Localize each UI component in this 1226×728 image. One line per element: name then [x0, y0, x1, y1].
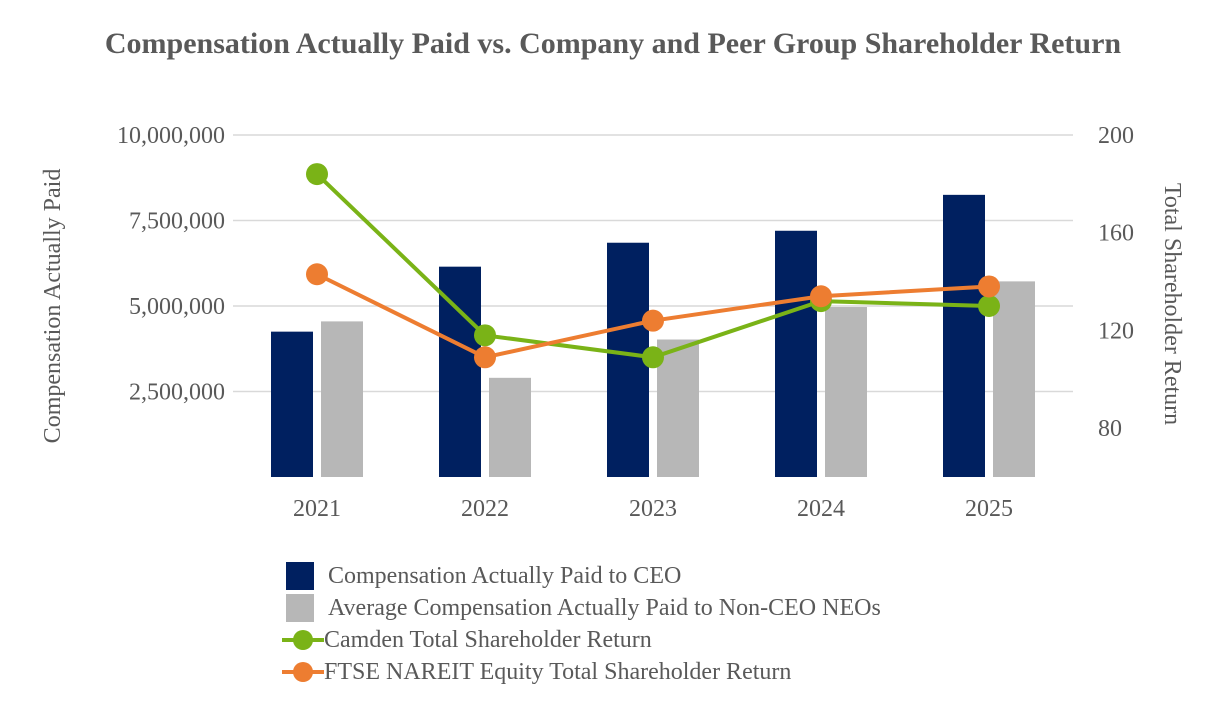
y-tick-label: 10,000,000: [117, 123, 225, 149]
legend-label-ftse: FTSE NAREIT Equity Total Shareholder Ret…: [324, 658, 792, 685]
bar-ceo: [607, 242, 649, 477]
bar-ceo: [943, 194, 985, 477]
point-camden: [978, 295, 1000, 317]
legend-swatch-neo: [286, 594, 314, 622]
point-ftse: [306, 263, 328, 286]
y2-tick-label: 80: [1098, 416, 1122, 442]
legend-label-neo: Average Compensation Actually Paid to No…: [328, 594, 881, 621]
point-ftse: [642, 309, 664, 332]
legend-label-camden: Camden Total Shareholder Return: [324, 626, 652, 653]
legend-swatch-ceo: [286, 562, 314, 590]
point-camden: [642, 346, 664, 369]
legend: Compensation Actually Paid to CEO Averag…: [282, 560, 881, 688]
point-camden: [306, 163, 328, 186]
y-axis-title: Compensation Actually Paid: [40, 169, 66, 444]
y-tick-label: 5,000,000: [129, 294, 225, 320]
legend-line-camden: [282, 628, 324, 652]
bar-ceo: [775, 230, 817, 477]
point-ftse: [978, 275, 1000, 298]
legend-item-ceo: Compensation Actually Paid to CEO: [286, 560, 881, 592]
x-tick-label: 2021: [293, 496, 341, 522]
bar-neo: [489, 377, 531, 477]
point-ftse: [810, 285, 832, 308]
x-tick-label: 2022: [461, 496, 509, 522]
legend-label-ceo: Compensation Actually Paid to CEO: [328, 562, 682, 589]
x-tick-label: 2024: [797, 496, 845, 522]
bar-neo: [321, 321, 363, 477]
legend-item-ftse: FTSE NAREIT Equity Total Shareholder Ret…: [282, 656, 881, 688]
legend-item-neo: Average Compensation Actually Paid to No…: [286, 592, 881, 624]
chart-title: Compensation Actually Paid vs. Company a…: [104, 27, 1122, 60]
x-tick-label: 2025: [965, 496, 1013, 522]
x-tick-label: 2023: [629, 496, 677, 522]
bar-ceo: [439, 266, 481, 477]
point-ftse: [474, 346, 496, 369]
bar-ceo: [271, 331, 313, 477]
bar-neo: [993, 281, 1035, 477]
y2-axis-title: Total Shareholder Return: [1159, 183, 1185, 425]
bar-neo: [825, 307, 867, 477]
legend-line-ftse: [282, 660, 324, 684]
y2-tick-label: 160: [1098, 221, 1134, 247]
point-camden: [474, 324, 496, 347]
y2-tick-label: 120: [1098, 318, 1134, 344]
legend-item-camden: Camden Total Shareholder Return: [282, 624, 881, 656]
y-tick-label: 7,500,000: [129, 209, 225, 235]
y-tick-label: 2,500,000: [129, 380, 225, 406]
y2-tick-label: 200: [1098, 123, 1134, 149]
bar-neo: [657, 339, 699, 477]
